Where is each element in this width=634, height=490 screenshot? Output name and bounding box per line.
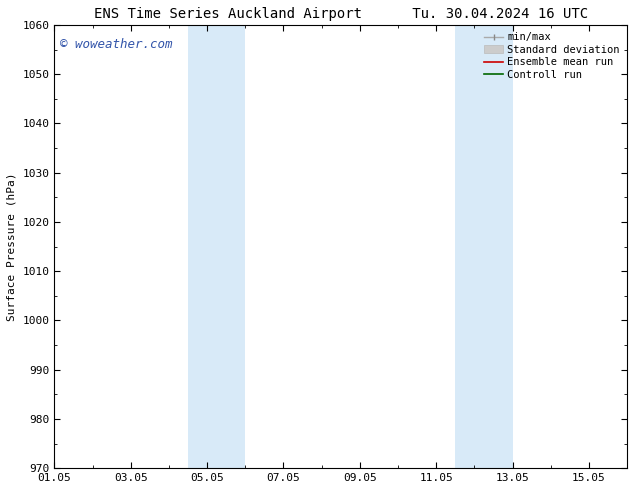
Legend: min/max, Standard deviation, Ensemble mean run, Controll run: min/max, Standard deviation, Ensemble me… [482,30,622,82]
Text: © woweather.com: © woweather.com [60,38,172,51]
Bar [188,25,245,468]
Title: ENS Time Series Auckland Airport      Tu. 30.04.2024 16 UTC: ENS Time Series Auckland Airport Tu. 30.… [94,7,588,21]
Y-axis label: Surface Pressure (hPa): Surface Pressure (hPa) [7,172,17,321]
Bar [455,25,512,468]
